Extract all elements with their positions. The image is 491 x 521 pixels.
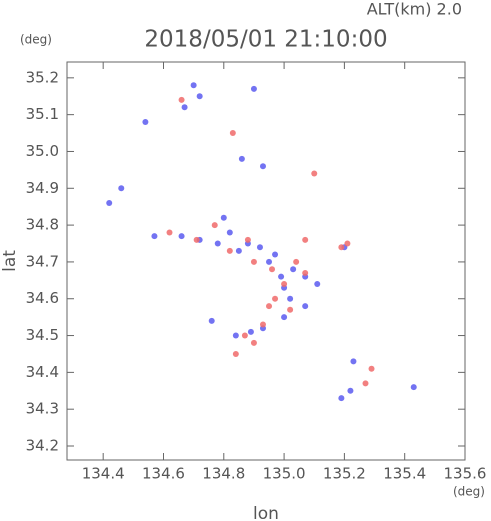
x-unit: (deg)	[453, 485, 485, 499]
echo-point	[238, 155, 245, 162]
echo-point	[347, 387, 354, 394]
echo-point	[118, 185, 125, 192]
echo-point	[181, 104, 188, 111]
echo-point	[232, 350, 239, 357]
echo-point	[287, 306, 294, 313]
echo-point	[290, 266, 297, 273]
echo-point	[338, 395, 345, 402]
y-tick-label: 34.5	[26, 326, 59, 344]
x-axis-label: lon	[253, 504, 279, 521]
echo-point	[266, 303, 273, 310]
y-tick-label: 34.3	[26, 400, 59, 418]
echo-point	[266, 258, 273, 265]
y-tick-label: 35.0	[26, 142, 59, 160]
y-tick-label: 34.4	[26, 363, 59, 381]
echo-point	[302, 303, 309, 310]
echo-point	[368, 365, 375, 372]
echo-point	[247, 328, 254, 335]
echo-point	[302, 236, 309, 243]
echo-point	[259, 163, 266, 170]
echo-point	[272, 251, 279, 258]
echo-point	[302, 269, 309, 276]
echo-point	[196, 93, 203, 100]
echo-point	[229, 130, 236, 137]
echo-point	[208, 317, 215, 324]
echo-point	[211, 222, 218, 229]
echo-point	[244, 236, 251, 243]
echo-point	[259, 321, 266, 328]
echo-point	[241, 332, 248, 339]
echo-point	[250, 339, 257, 346]
echo-point	[106, 200, 113, 207]
echo-point	[272, 295, 279, 302]
echo-point	[193, 236, 200, 243]
y-tick-label: 35.2	[26, 68, 59, 86]
echo-point	[362, 380, 369, 387]
echo-point	[151, 233, 158, 240]
x-tick-label: 135.2	[323, 465, 366, 483]
echo-point	[178, 96, 185, 103]
echo-point	[410, 384, 417, 391]
echo-point	[226, 247, 233, 254]
echo-point	[311, 170, 318, 177]
x-tick-label: 134.6	[142, 465, 185, 483]
echo-point	[190, 82, 197, 89]
plot-frame	[66, 61, 466, 461]
echo-point	[287, 295, 294, 302]
y-tick-label: 34.7	[26, 252, 59, 270]
echo-point	[338, 244, 345, 251]
echo-point	[256, 244, 263, 251]
echo-point	[226, 229, 233, 236]
chart-title: 2018/05/01 21:10:00	[144, 27, 387, 53]
echo-point	[281, 314, 288, 321]
echo-point	[178, 233, 185, 240]
x-tick-label: 135.4	[383, 465, 426, 483]
altitude-label: ALT(km) 2.0	[367, 0, 462, 19]
x-tick-label: 135.6	[444, 465, 487, 483]
x-tick-label: 134.8	[202, 465, 245, 483]
echo-point	[350, 358, 357, 365]
x-tick-label: 135.0	[263, 465, 306, 483]
y-tick-label: 34.2	[26, 437, 59, 455]
echo-point	[220, 214, 227, 221]
echo-point	[314, 281, 321, 288]
y-tick-label: 34.8	[26, 216, 59, 234]
echo-point	[142, 119, 149, 126]
echo-point	[250, 85, 257, 92]
y-axis-label: lat	[0, 250, 20, 272]
echo-point	[344, 240, 351, 247]
echo-point	[166, 229, 173, 236]
echo-point	[269, 266, 276, 273]
echo-point	[293, 258, 300, 265]
echo-point	[281, 281, 288, 288]
echo-point	[278, 273, 285, 280]
echo-point	[250, 258, 257, 265]
x-tick-label: 134.4	[82, 465, 125, 483]
y-tick-label: 34.6	[26, 289, 59, 307]
echo-point	[232, 332, 239, 339]
y-tick-label: 35.1	[26, 105, 59, 123]
y-unit: (deg)	[20, 33, 52, 47]
echo-point	[235, 247, 242, 254]
echo-point	[214, 240, 221, 247]
y-tick-label: 34.9	[26, 179, 59, 197]
